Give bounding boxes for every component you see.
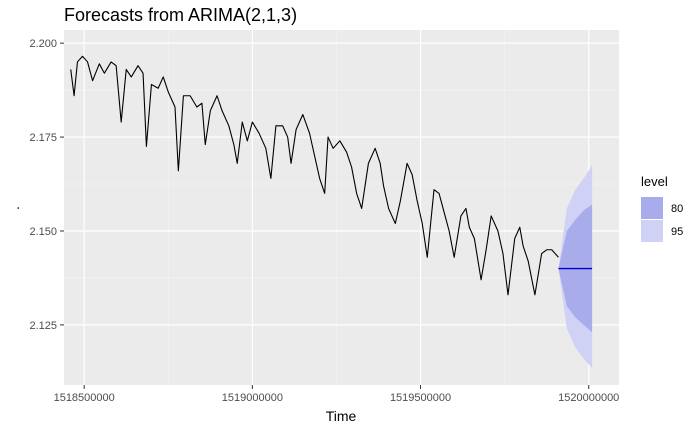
legend-label-80: 80 [671, 203, 683, 215]
x-tick-label: 1519500000 [390, 392, 451, 404]
minor-gridlines [64, 30, 619, 385]
plot-panel [64, 30, 619, 385]
x-axis-title: Time [326, 408, 357, 424]
y-tick-label: 2.125 [29, 320, 57, 332]
observed-series-line [70, 55, 559, 296]
x-tick-label: 1520000000 [558, 392, 619, 404]
y-axis-title: . [6, 206, 22, 210]
y-tick-label: 2.175 [29, 132, 57, 144]
y-tick-label: 2.150 [29, 226, 57, 238]
y-axis-ticks: 2.125 2.150 2.175 2.200 [29, 38, 64, 332]
x-tick-label: 1518500000 [54, 392, 115, 404]
legend-key-95 [641, 220, 663, 242]
legend: level 80 95 [641, 174, 683, 242]
y-tick-label: 2.200 [29, 38, 57, 50]
series-lines [70, 55, 593, 296]
x-tick-label: 1519000000 [222, 392, 283, 404]
legend-label-95: 95 [671, 226, 683, 238]
legend-title: level [641, 174, 668, 189]
chart-title: Forecasts from ARIMA(2,1,3) [64, 5, 297, 25]
legend-key-80 [641, 197, 663, 219]
x-axis-ticks: 1518500000 1519000000 1519500000 1520000000 [54, 385, 619, 404]
